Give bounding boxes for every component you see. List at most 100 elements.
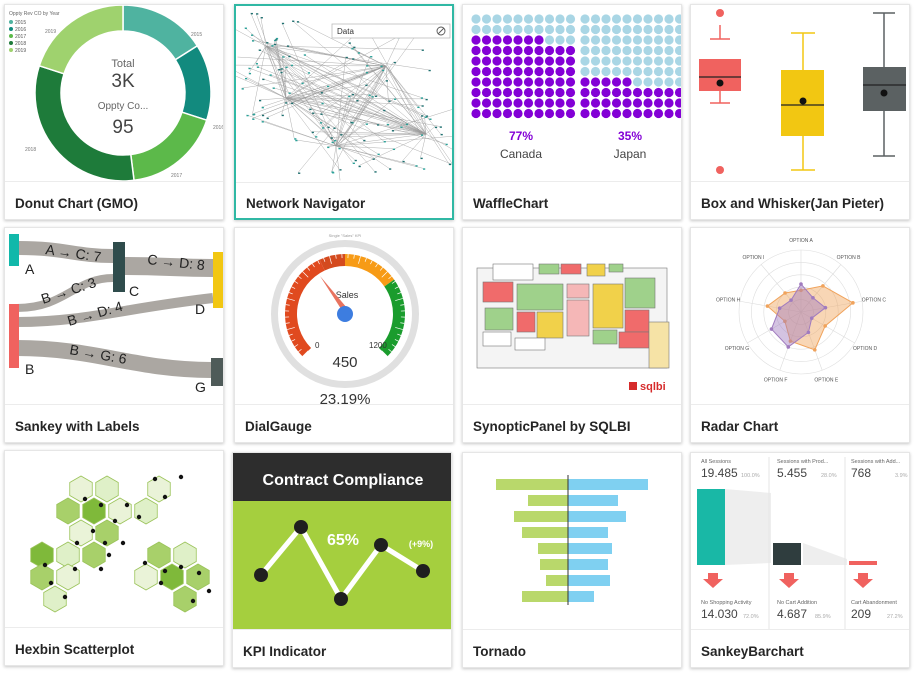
waffle-cell (664, 45, 674, 56)
network-search-box[interactable] (331, 23, 451, 39)
tile-divider (5, 627, 223, 628)
waffle-cell (523, 108, 534, 119)
tornado-bar-left (546, 575, 568, 586)
waffle-cell (513, 56, 523, 66)
waffle-cell (544, 66, 555, 77)
sankey-barchart-thumbnail: All Sessions 19.485 100.0% Sessions with… (691, 453, 909, 629)
waffle-cell (502, 77, 513, 87)
waffle-cell (622, 35, 632, 45)
waffle-cell (653, 98, 664, 108)
radar-axis-label: OPTION I (742, 255, 764, 261)
waffle-cell (643, 87, 653, 98)
box-plot-3 (863, 12, 906, 157)
waffle-cell (674, 66, 681, 77)
dial-gauge-thumbnail: Single "Sales" KPI Sales 0 1200 450 23.1… (235, 228, 453, 404)
tile-sankey-barchart[interactable]: All Sessions 19.485 100.0% Sessions with… (690, 452, 910, 668)
kpi-point (334, 592, 348, 606)
sankey-node-g[interactable] (211, 358, 223, 386)
waffle-cell (632, 24, 643, 35)
waffle-cell (590, 108, 601, 119)
waffle-cell (523, 77, 534, 87)
waffle-cell (555, 98, 565, 108)
donut-slice (174, 44, 212, 122)
tile-radar-chart[interactable]: OPTION A OPTION B OPTION C OPTION D OPTION E… (690, 227, 910, 443)
waffle-cell (632, 14, 643, 24)
tile-donut-chart[interactable]: Oppty Rev CO by Year 2015 2016 2017 2018… (4, 4, 224, 220)
waffle-cell (632, 56, 643, 66)
sankey-node-a[interactable] (9, 234, 19, 266)
waffle-cell (555, 77, 565, 87)
waffle-cell (502, 14, 513, 24)
waffle-cell (534, 24, 544, 35)
waffle-cell (534, 45, 544, 56)
waffle-cell (674, 24, 681, 35)
clear-icon[interactable] (436, 26, 446, 36)
tile-sankey-labels[interactable]: A B C D G A → C: 7 B → C: 3 C → D: 8 B →… (4, 227, 224, 443)
legend-item: 2016 (15, 27, 26, 33)
tile-network-navigator[interactable]: Data Network Navigator (234, 4, 454, 220)
tile-tornado[interactable]: Tornado (462, 452, 682, 668)
waffle-cell (664, 35, 674, 45)
sankey-node-d[interactable] (213, 252, 223, 308)
waffle-cell (544, 108, 555, 119)
donut-total-label: Total (111, 58, 134, 70)
sqlbi-logo-icon (629, 382, 637, 390)
tile-divider (233, 629, 451, 630)
waffle-cell (653, 24, 664, 35)
waffle-cell (523, 66, 534, 77)
waffle-cell (565, 24, 576, 35)
waffle-cell (481, 77, 492, 87)
tile-box-whisker[interactable]: Box and Whisker(Jan Pieter) (690, 4, 910, 220)
waffle-cell (502, 24, 513, 35)
waffle-cell (471, 66, 481, 77)
legend-swatch (9, 27, 13, 31)
waffle-cell (664, 108, 674, 119)
tornado-bar-left (522, 591, 568, 602)
tile-kpi-indicator[interactable]: Contract Compliance 65% (+9%) KPI Indica… (232, 452, 452, 668)
sankey-node-b[interactable] (9, 304, 19, 368)
waffle-cell (555, 24, 565, 35)
sankey-node-label: C (129, 283, 139, 299)
sankeybar-flow (803, 543, 847, 565)
waffle-cell (502, 56, 513, 66)
waffle-cell (674, 77, 681, 87)
waffle-cell (632, 66, 643, 77)
waffle-cell (664, 66, 674, 77)
waffle-cell (653, 35, 664, 45)
waffle-cell (502, 45, 513, 56)
waffle-cell (611, 87, 622, 98)
network-edges (236, 12, 452, 181)
waffle-cell (643, 66, 653, 77)
donut-outer-label: 2018 (25, 147, 36, 153)
sankeybar-cell-label: All Sessions (701, 459, 731, 465)
sankey-node-c[interactable] (113, 242, 125, 292)
waffle-cell (481, 98, 492, 108)
radar-axis-label: OPTION C (862, 297, 887, 303)
waffle-cell (580, 45, 590, 56)
radar-axis-label: OPTION G (725, 346, 750, 352)
sankeybar-cell-pct: 85.9% (815, 614, 831, 620)
waffle-cell (653, 66, 664, 77)
waffle-cell (611, 108, 622, 119)
tile-dial-gauge[interactable]: Single "Sales" KPI Sales 0 1200 450 23.1… (234, 227, 454, 443)
waffle-cell (523, 14, 534, 24)
synoptic-brand: sqlbi (640, 381, 666, 393)
waffle-cell (632, 98, 643, 108)
tile-divider (463, 181, 681, 182)
donut-slice (129, 111, 208, 181)
tile-label: KPI Indicator (243, 644, 327, 659)
donut-legend: 2015 2016 2017 2018 2019 (9, 20, 26, 54)
dial-max: 1200 (369, 341, 387, 350)
waffle-cell (555, 45, 565, 56)
tornado-bar-right (568, 591, 594, 602)
waffle-cell (471, 35, 481, 45)
waffle-cell (523, 56, 534, 66)
tile-waffle-chart[interactable]: 77% Canada 35% Japan WaffleChart (462, 4, 682, 220)
dial-needle (320, 276, 347, 312)
tile-synoptic-panel[interactable]: sqlbi SynopticPanel by SQLBI (462, 227, 682, 443)
waffle-cell (622, 66, 632, 77)
waffle-cell (523, 35, 534, 45)
tile-hexbin-scatterplot[interactable]: Hexbin Scatterplot (4, 450, 224, 666)
sankey-flow-label: A → C: 7 (45, 241, 103, 265)
waffle-cell (565, 98, 576, 108)
